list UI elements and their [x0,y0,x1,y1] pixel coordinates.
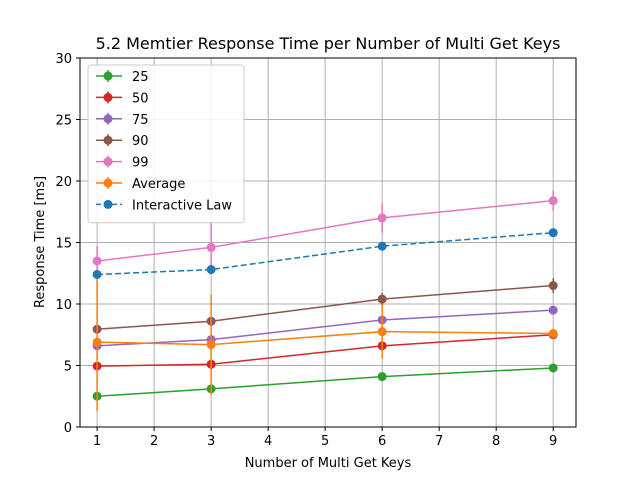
legend-marker [103,157,113,167]
legend-box [87,64,245,224]
y-tick-label: 20 [55,175,72,190]
series-average [92,273,558,412]
legend-marker [103,92,113,102]
data-point [548,329,558,339]
legend-marker [103,114,113,124]
legend-label: 50 [132,91,149,106]
legend-item: Average [96,177,185,192]
legend-marker [103,135,113,145]
legend-label: 25 [132,70,149,85]
x-tick-label: 3 [207,434,215,449]
legend: 25 50 75 90 99 Average Interactive Law [87,64,245,224]
x-tick-label: 5 [321,434,329,449]
y-axis-label: Response Time [ms] [33,176,48,308]
data-point [92,256,102,266]
x-tick-label: 4 [264,434,272,449]
x-tick-label: 2 [150,434,158,449]
series-layer [92,190,558,412]
legend-item: 75 [96,112,149,128]
series-line [97,367,554,397]
x-tick-label: 9 [549,434,557,449]
legend-item: Interactive Law [96,198,232,213]
data-point [377,213,387,223]
x-axis-label: Number of Multi Get Keys [245,456,412,471]
data-point [548,305,558,315]
y-tick-label: 15 [55,237,72,252]
data-point [548,228,558,238]
y-tick-label: 30 [55,52,72,67]
series-line [97,199,554,262]
legend-item: 50 [96,91,149,106]
data-point [206,265,216,275]
y-tick-label: 5 [64,360,72,375]
data-point [377,294,387,304]
data-point [377,327,387,337]
series-interactive-law [92,228,558,279]
series-line [97,231,554,276]
legend-item: 99 [96,155,149,171]
legend-label: Average [132,177,185,192]
x-tick-label: 6 [378,434,386,449]
y-tick-label: 0 [64,421,72,436]
data-point [548,281,558,291]
legend-label: 99 [132,156,149,171]
data-point [377,372,387,382]
legend-marker [103,71,113,81]
data-point [377,241,387,251]
data-point [92,337,102,347]
y-tick-label: 25 [55,114,72,129]
data-point [92,269,102,279]
legend-item: 90 [96,134,149,149]
series-line [97,334,554,367]
legend-label: Interactive Law [132,198,232,213]
x-tick-label: 1 [93,434,101,449]
data-point [548,363,558,373]
y-tick-label: 10 [55,298,72,313]
legend-item: 25 [96,70,149,85]
x-tick-label: 8 [492,434,500,449]
series-line [97,284,554,330]
data-point [206,242,216,252]
chart-title: 5.2 Memtier Response Time per Number of … [96,34,561,53]
legend-marker [103,199,113,209]
legend-label: 90 [132,134,149,149]
legend-label: 75 [132,113,149,128]
x-tick-label: 7 [435,434,443,449]
data-point [206,340,216,350]
legend-marker [103,178,113,188]
data-point [548,196,558,206]
series-line [97,330,554,346]
